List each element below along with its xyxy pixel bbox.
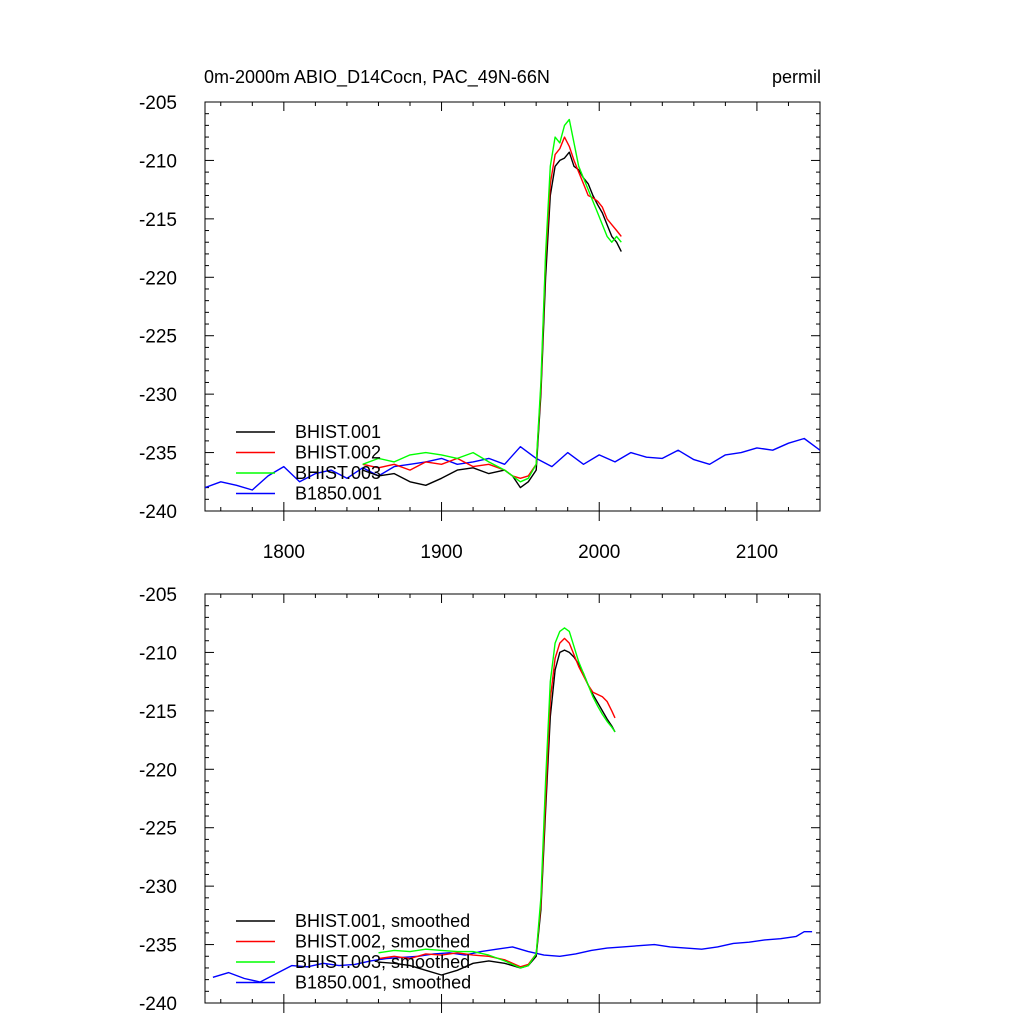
legend-label: BHIST.003 [295,463,381,483]
y-tick-label: -240 [139,994,177,1015]
plot-frame [204,101,821,512]
y-tick-label: -205 [139,93,177,114]
x-tick-label: 1800 [263,542,305,563]
y-tick-label: -230 [139,877,177,898]
legend-label: BHIST.002, smoothed [295,932,470,952]
legend-label: BHIST.001, smoothed [295,911,470,931]
plot-frame [204,593,821,1004]
y-tick-label: -240 [139,502,177,523]
y-tick-label: -215 [139,210,177,231]
legend-label: BHIST.002 [295,443,381,463]
y-tick-label: -215 [139,702,177,723]
series-line [205,437,820,491]
legend-label: BHIST.001 [295,422,381,442]
series-line [378,637,616,968]
y-tick-label: -205 [139,585,177,606]
series-line [362,151,622,489]
series-line [212,931,813,983]
x-tick-label: 2000 [578,542,620,563]
y-tick-label: -230 [139,385,177,406]
figure-title: 0m-2000m ABIO_D14Cocn, PAC_49N-66N [204,67,550,88]
y-tick-label: -225 [139,327,177,348]
legend-label: BHIST.003, smoothed [295,952,470,972]
series-line [362,136,622,479]
x-tick-label: 2100 [736,542,778,563]
y-tick-label: -210 [139,643,177,664]
figure-units: permil [772,67,821,87]
x-tick-label: 1900 [420,542,462,563]
top-panel: -240 -235 -230 -225 -220 -215 -210 -205 1800 1900… [139,93,821,563]
y-tick-label: -225 [139,819,177,840]
y-tick-label: -210 [139,151,177,172]
y-tick-label: -220 [139,268,177,289]
y-tick-label: -235 [139,936,177,957]
series-line [378,627,616,969]
legend-label: B1850.001, smoothed [295,973,471,993]
series-line [362,118,622,483]
y-tick-label: -220 [139,760,177,781]
y-tick-label: -235 [139,444,177,465]
legend-label: B1850.001 [295,484,382,504]
bottom-panel: -240 -235 -230 -225 -220 -215 -210 -205 BHIST.00… [139,585,821,1015]
